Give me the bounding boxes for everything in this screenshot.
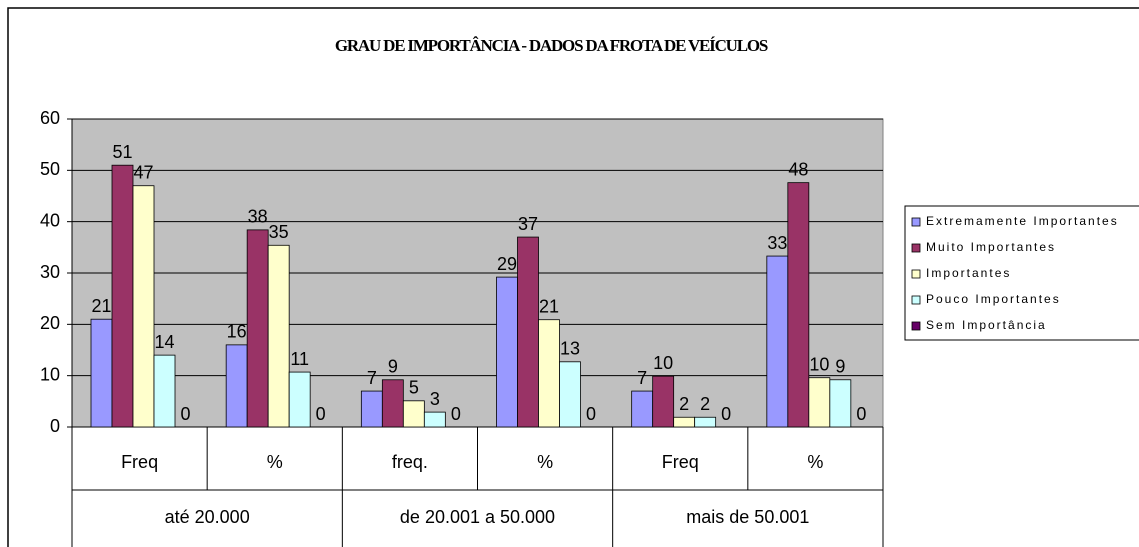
y-tick-label: 40 bbox=[40, 210, 60, 230]
bar bbox=[423, 411, 446, 428]
value-label: 13 bbox=[560, 339, 580, 359]
bar bbox=[360, 390, 383, 428]
y-tick-label: 20 bbox=[40, 313, 60, 333]
value-label: 0 bbox=[180, 404, 190, 424]
legend-label: Muito Importantes bbox=[926, 240, 1056, 254]
x-tick-label: % bbox=[807, 452, 823, 472]
legend: Extremamente Importantes Muito Importante… bbox=[904, 205, 1139, 341]
x-tick-label: freq. bbox=[392, 452, 428, 472]
value-label: 7 bbox=[367, 368, 377, 388]
value-label: 7 bbox=[637, 368, 647, 388]
value-label: 14 bbox=[154, 332, 174, 352]
value-label: 29 bbox=[497, 254, 517, 274]
bar bbox=[631, 390, 654, 428]
value-label: 48 bbox=[788, 159, 808, 179]
bar bbox=[673, 416, 696, 428]
bar bbox=[402, 400, 425, 428]
legend-box bbox=[904, 205, 1139, 341]
y-tick-label: 50 bbox=[40, 159, 60, 179]
legend-swatch bbox=[911, 321, 921, 331]
bar bbox=[694, 416, 717, 428]
bar bbox=[559, 361, 581, 428]
value-label: 51 bbox=[112, 142, 132, 162]
x-tick-label: Freq bbox=[662, 452, 699, 472]
value-label: 0 bbox=[721, 404, 731, 424]
chart-title: GRAU DE IMPORTÂNCIA - DADOS DA FROTA DE … bbox=[335, 36, 768, 55]
value-label: 0 bbox=[451, 404, 461, 424]
bar bbox=[766, 255, 789, 428]
bar bbox=[652, 375, 675, 428]
bar bbox=[538, 319, 560, 428]
bar bbox=[829, 379, 852, 428]
value-label: 9 bbox=[388, 357, 398, 377]
bar bbox=[153, 354, 176, 428]
value-label: 37 bbox=[518, 214, 538, 234]
value-label: 21 bbox=[539, 296, 559, 316]
legend-label: Sem Importância bbox=[926, 318, 1047, 332]
bar bbox=[381, 379, 404, 428]
legend-swatch bbox=[911, 295, 921, 305]
bar bbox=[288, 371, 311, 428]
group-label: mais de 50.001 bbox=[686, 507, 809, 527]
bar bbox=[787, 182, 810, 428]
bar bbox=[90, 318, 113, 428]
value-label: 3 bbox=[430, 389, 440, 409]
legend-swatch bbox=[911, 243, 921, 253]
y-tick-label: 60 bbox=[40, 108, 60, 128]
bar bbox=[246, 229, 269, 428]
group-label: até 20.000 bbox=[165, 507, 250, 527]
legend-swatch bbox=[911, 269, 921, 279]
x-tick-label: % bbox=[537, 452, 553, 472]
y-tick-label: 0 bbox=[50, 416, 60, 436]
x-tick-label: % bbox=[267, 452, 283, 472]
value-label: 2 bbox=[679, 394, 689, 414]
bar bbox=[132, 185, 155, 428]
y-tick-label: 10 bbox=[40, 364, 60, 384]
value-label: 38 bbox=[248, 207, 268, 227]
value-label: 35 bbox=[269, 222, 289, 242]
value-label: 0 bbox=[856, 404, 866, 424]
value-label: 21 bbox=[91, 296, 111, 316]
value-label: 10 bbox=[809, 354, 829, 374]
group-label: de 20.001 a 50.000 bbox=[400, 507, 555, 527]
legend-label: Importantes bbox=[926, 266, 1011, 280]
value-label: 5 bbox=[409, 378, 419, 398]
bar bbox=[225, 344, 248, 428]
value-label: 16 bbox=[227, 322, 247, 342]
bar bbox=[496, 276, 518, 428]
bar bbox=[808, 377, 831, 428]
value-label: 0 bbox=[586, 404, 596, 424]
value-label: 33 bbox=[767, 233, 787, 253]
x-tick-label: Freq bbox=[121, 452, 158, 472]
legend-swatch bbox=[911, 217, 921, 227]
legend-label: Extremamente Importantes bbox=[926, 214, 1119, 228]
value-label: 0 bbox=[316, 404, 326, 424]
bar bbox=[267, 244, 290, 428]
value-label: 2 bbox=[700, 394, 710, 414]
value-label: 10 bbox=[653, 353, 673, 373]
value-label: 9 bbox=[835, 357, 845, 377]
y-tick-label: 30 bbox=[40, 262, 60, 282]
value-label: 11 bbox=[290, 349, 309, 369]
value-label: 47 bbox=[133, 162, 153, 182]
bar bbox=[517, 236, 539, 428]
bar bbox=[111, 164, 134, 428]
legend-label: Pouco Importantes bbox=[926, 292, 1061, 306]
